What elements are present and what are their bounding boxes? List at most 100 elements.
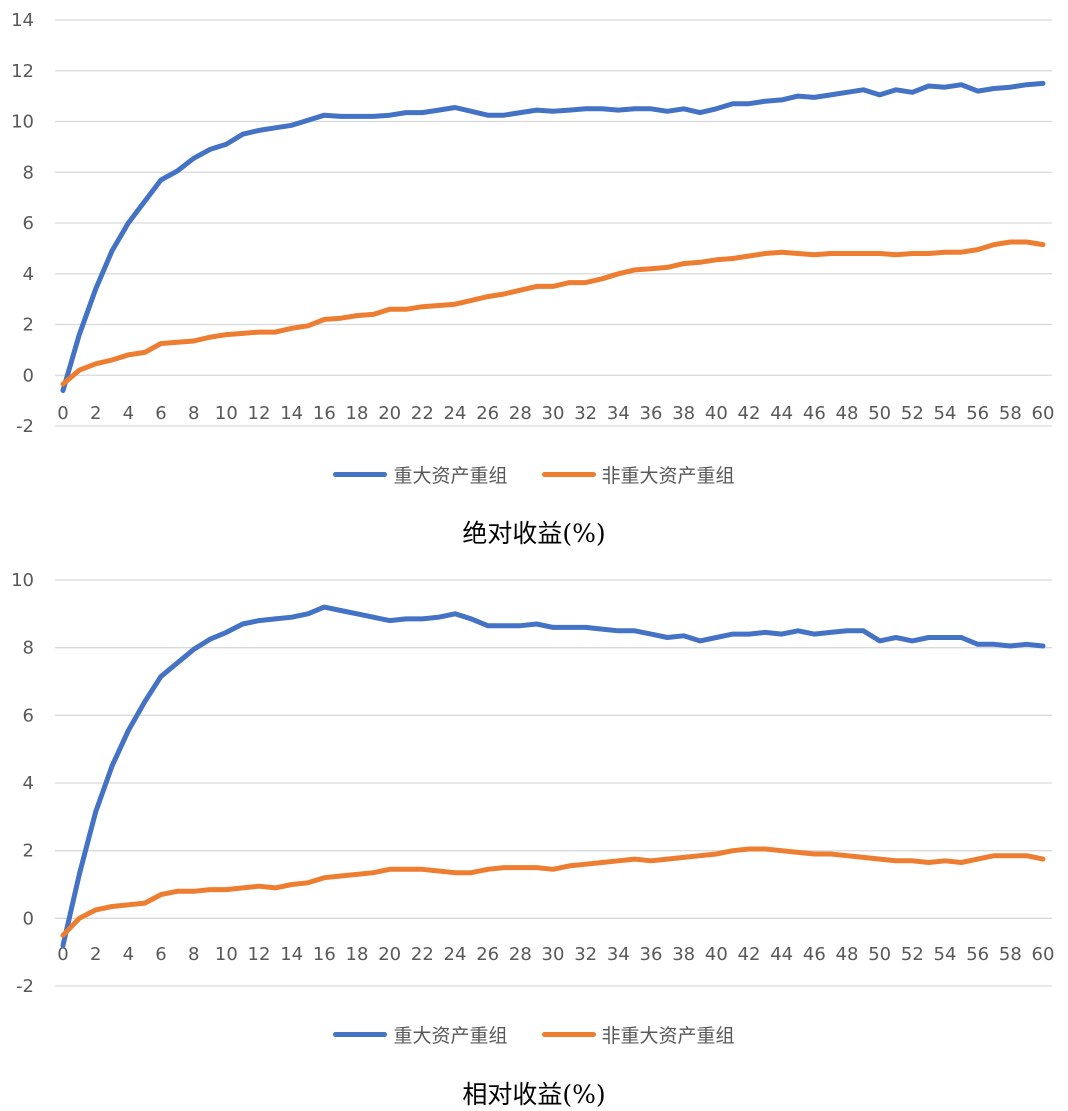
legend-label: 重大资产重组 <box>393 465 508 487</box>
x-tick-label: 16 <box>313 944 336 965</box>
x-tick-label: 8 <box>188 944 199 965</box>
x-tick-label: 52 <box>901 944 924 965</box>
x-tick-label: 18 <box>346 944 369 965</box>
series-line-major <box>60 80 1046 393</box>
x-tick-label: 16 <box>313 403 336 424</box>
x-tick-label: 42 <box>738 403 761 424</box>
x-tick-label: 48 <box>836 944 859 965</box>
x-tick-label: 2 <box>90 403 101 424</box>
x-tick-label: 26 <box>476 403 499 424</box>
x-tick-label: 2 <box>90 944 101 965</box>
x-tick-label: 0 <box>57 403 68 424</box>
x-tick-label: 40 <box>705 944 728 965</box>
x-tick-label: 36 <box>640 944 663 965</box>
x-tick-label: 4 <box>123 403 134 424</box>
y-tick-label: 0 <box>23 908 34 929</box>
y-tick-label: 12 <box>11 61 34 82</box>
legend-swatch-orange <box>541 1032 596 1037</box>
series-line-non-major <box>60 846 1046 938</box>
legend-item-non-major: 非重大资产重组 <box>541 1021 735 1048</box>
x-tick-label: 6 <box>155 944 166 965</box>
x-tick-label: 8 <box>188 403 199 424</box>
x-tick-label: 56 <box>966 403 989 424</box>
x-tick-label: 46 <box>803 403 826 424</box>
x-tick-label: 28 <box>509 944 532 965</box>
chart-legend: 重大资产重组 非重大资产重组 <box>0 1021 1068 1048</box>
x-tick-label: 30 <box>542 403 565 424</box>
x-tick-label: 44 <box>770 944 793 965</box>
y-tick-label: 2 <box>23 841 34 862</box>
y-tick-label: 6 <box>23 705 34 726</box>
x-tick-label: 36 <box>640 403 663 424</box>
legend-label: 重大资产重组 <box>393 1025 508 1047</box>
chart-relative-return: -2 0 2 4 6 8 10 0 2 4 6 8 10 12 14 16 18 20 22 24 26 28 30 32 34… <box>0 560 1068 1110</box>
x-tick-label: 40 <box>705 403 728 424</box>
chart-title: 相对收益(%) <box>462 1080 606 1109</box>
x-tick-label: 26 <box>476 944 499 965</box>
y-tick-label: 8 <box>23 638 34 659</box>
y-tick-label: -2 <box>16 416 34 437</box>
y-tick-label: 10 <box>11 112 34 133</box>
y-tick-label: 6 <box>23 213 34 234</box>
x-tick-label: 24 <box>444 944 467 965</box>
legend-label: 非重大资产重组 <box>601 1025 735 1047</box>
legend-item-non-major: 非重大资产重组 <box>541 461 735 488</box>
legend-swatch-orange <box>541 472 596 477</box>
x-tick-label: 42 <box>738 944 761 965</box>
x-tick-label: 34 <box>607 944 630 965</box>
legend-item-major: 重大资产重组 <box>333 1021 508 1048</box>
x-tick-label: 0 <box>57 944 68 965</box>
x-tick-label: 50 <box>868 403 891 424</box>
x-tick-label: 56 <box>966 944 989 965</box>
x-tick-label: 54 <box>934 403 957 424</box>
y-tick-label: -2 <box>16 976 34 997</box>
legend-swatch-blue <box>333 472 388 477</box>
x-tick-label: 12 <box>248 944 271 965</box>
x-tick-label: 28 <box>509 403 532 424</box>
x-tick-label: 46 <box>803 944 826 965</box>
x-tick-label: 6 <box>155 403 166 424</box>
y-tick-label: 4 <box>23 264 34 285</box>
x-tick-label: 58 <box>999 944 1022 965</box>
x-tick-label: 4 <box>123 944 134 965</box>
legend-item-major: 重大资产重组 <box>333 461 508 488</box>
x-tick-label: 14 <box>280 944 303 965</box>
x-tick-label: 54 <box>934 944 957 965</box>
x-tick-label: 34 <box>607 403 630 424</box>
x-tick-label: 32 <box>574 944 597 965</box>
series-line-major <box>60 604 1046 948</box>
x-tick-label: 44 <box>770 403 793 424</box>
y-tick-label: 14 <box>11 10 34 31</box>
x-tick-label: 22 <box>411 403 434 424</box>
x-tick-label: 30 <box>542 944 565 965</box>
series-line-non-major <box>60 239 1046 387</box>
y-tick-label: 10 <box>11 570 34 591</box>
x-tick-label: 58 <box>999 403 1022 424</box>
y-tick-label: 2 <box>23 315 34 336</box>
legend-swatch-blue <box>333 1032 388 1037</box>
x-tick-label: 50 <box>868 944 891 965</box>
x-tick-label: 60 <box>1032 403 1055 424</box>
x-tick-label: 10 <box>215 403 238 424</box>
chart-title: 绝对收益(%) <box>462 519 606 548</box>
x-tick-label: 12 <box>248 403 271 424</box>
x-tick-label: 14 <box>280 403 303 424</box>
x-tick-label: 20 <box>378 403 401 424</box>
x-tick-label: 52 <box>901 403 924 424</box>
y-tick-label: 0 <box>23 365 34 386</box>
x-tick-label: 10 <box>215 944 238 965</box>
x-tick-label: 32 <box>574 403 597 424</box>
x-tick-label: 60 <box>1032 944 1055 965</box>
x-tick-label: 38 <box>672 403 695 424</box>
chart-absolute-return: -2 0 2 4 6 8 10 12 14 0 2 4 6 8 10 12 14 16 18 20 22 24 26 28 30… <box>0 0 1068 555</box>
x-tick-label: 38 <box>672 944 695 965</box>
y-tick-label: 4 <box>23 773 34 794</box>
x-tick-label: 22 <box>411 944 434 965</box>
chart-legend: 重大资产重组 非重大资产重组 <box>0 461 1068 488</box>
x-tick-label: 24 <box>444 403 467 424</box>
legend-label: 非重大资产重组 <box>601 465 735 487</box>
y-tick-label: 8 <box>23 162 34 183</box>
x-tick-label: 20 <box>378 944 401 965</box>
